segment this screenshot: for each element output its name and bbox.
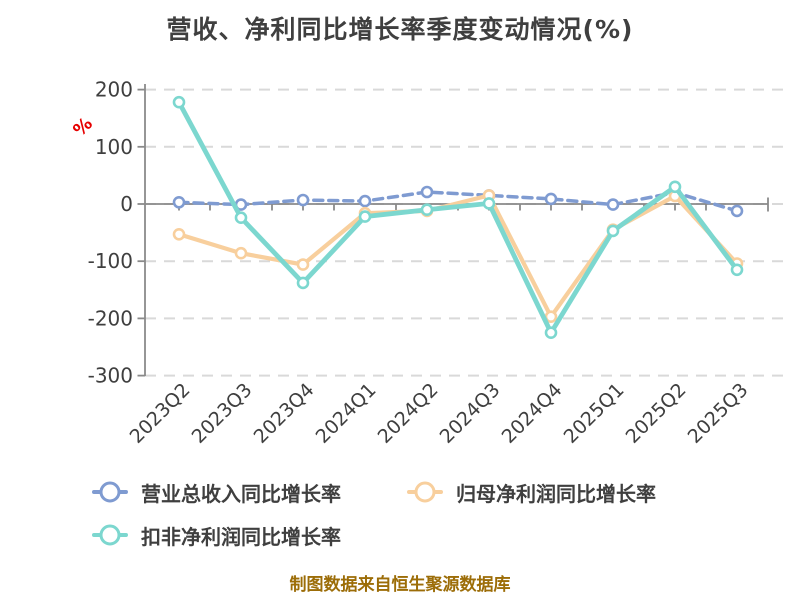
- data-point-marker: [482, 197, 496, 210]
- series-line-2: [176, 99, 740, 338]
- data-point-marker: [544, 310, 558, 324]
- data-point-marker: [172, 228, 186, 241]
- legend-label-non-gaap-profit-growth: 扣非净利润同比增长率: [141, 524, 341, 549]
- data-point-marker: [606, 198, 620, 211]
- legend-marker-net-profit-icon: [407, 477, 443, 507]
- x-tick-label: 2024Q2: [374, 379, 443, 448]
- x-tick-label: 2025Q2: [622, 379, 691, 448]
- x-tick-label: 2024Q4: [498, 379, 567, 448]
- x-tick-label: 2023Q3: [188, 379, 257, 448]
- data-point-marker: [234, 246, 248, 260]
- data-point-marker: [296, 258, 310, 271]
- data-point-marker: [358, 194, 372, 208]
- data-point-marker: [544, 192, 558, 206]
- x-tick-label: 2023Q4: [250, 379, 319, 448]
- y-tick-label: 0: [120, 192, 133, 216]
- chart-title: 营收、净利同比增长率季度变动情况(%): [166, 15, 634, 44]
- y-tick-label: -300: [88, 364, 133, 388]
- legend-marker-non-gaap-icon: [92, 520, 128, 550]
- data-point-marker: [172, 95, 186, 109]
- data-source-note: 制图数据来自恒生聚源数据库: [289, 575, 511, 595]
- legend-item-non-gaap-profit-growth[interactable]: 扣非净利润同比增长率: [92, 520, 341, 550]
- x-tick-label: 2023Q2: [126, 379, 195, 448]
- legend-label-net-profit-growth: 归母净利润同比增长率: [456, 481, 656, 506]
- data-point-marker: [296, 276, 310, 290]
- data-point-marker: [544, 326, 558, 340]
- data-point-marker: [730, 263, 744, 277]
- data-point-marker: [234, 211, 248, 224]
- legend-marker-revenue-icon: [92, 477, 128, 507]
- data-point-marker: [668, 180, 682, 194]
- x-tick-label: 2024Q3: [436, 379, 505, 448]
- x-tick-label: 2025Q3: [684, 379, 753, 448]
- y-tick-label: 100: [95, 135, 133, 159]
- chart-legend: 营业总收入同比增长率 归母净利润同比增长率 扣非净利润同比增长率: [0, 477, 800, 563]
- data-point-marker: [420, 185, 434, 199]
- y-tick-label: -200: [88, 306, 133, 330]
- x-tick-label: 2025Q1: [560, 379, 629, 448]
- legend-label-revenue-growth: 营业总收入同比增长率: [141, 481, 341, 506]
- data-point-marker: [172, 196, 186, 209]
- data-point-marker: [420, 203, 434, 216]
- chart-canvas: 2001000-100-200-3002023Q22023Q32023Q4202…: [69, 78, 790, 448]
- y-axis-unit-label: %: [69, 113, 97, 141]
- x-tick-label: 2024Q1: [312, 379, 381, 448]
- data-point-marker: [730, 204, 744, 218]
- data-point-marker: [296, 193, 310, 207]
- series-line-0: [177, 190, 739, 213]
- y-tick-label: -100: [88, 249, 133, 273]
- y-tick-label: 200: [95, 78, 133, 102]
- legend-item-revenue-growth[interactable]: 营业总收入同比增长率: [92, 477, 341, 507]
- data-point-marker: [606, 224, 620, 238]
- legend-item-net-profit-growth[interactable]: 归母净利润同比增长率: [407, 477, 656, 507]
- series-line-1: [176, 192, 740, 321]
- data-point-marker: [358, 210, 372, 223]
